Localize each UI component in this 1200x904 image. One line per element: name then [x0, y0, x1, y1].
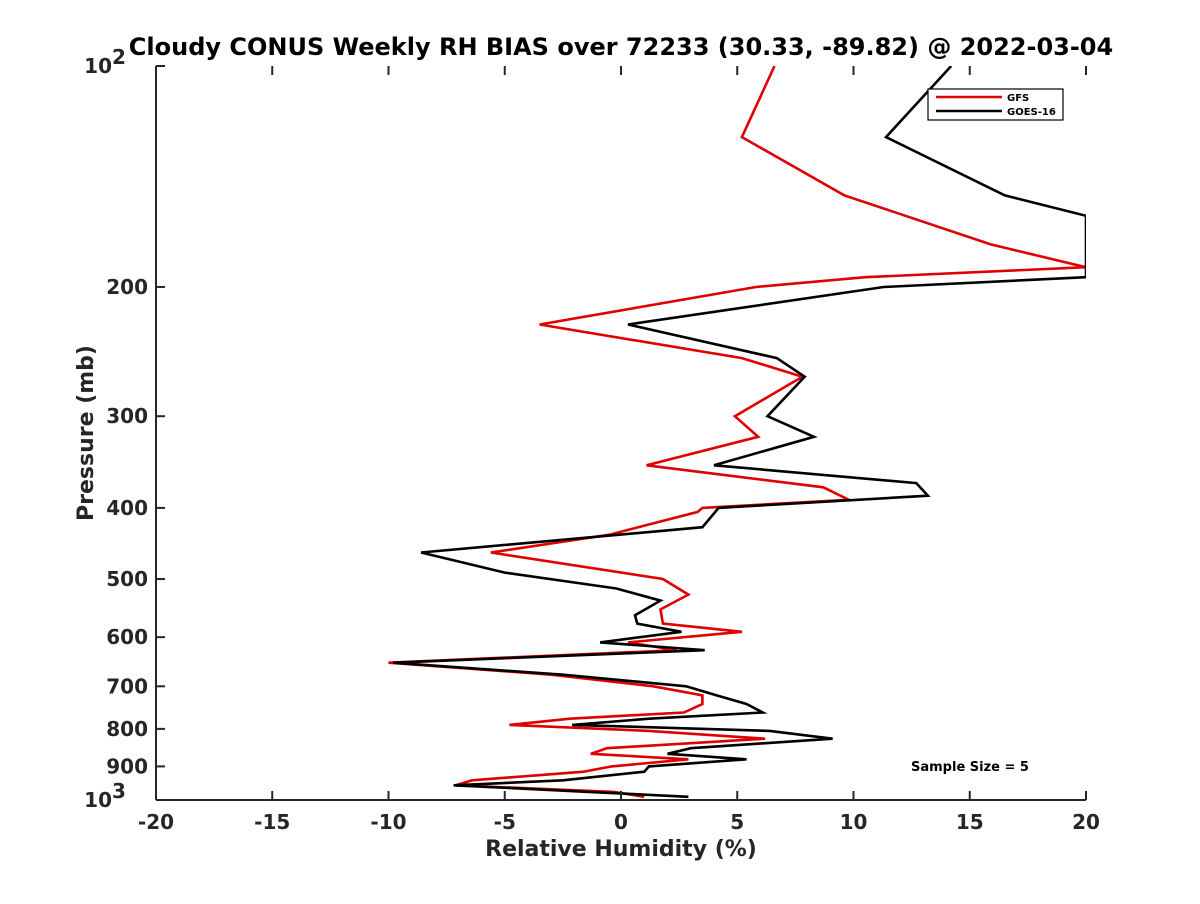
- x-tick-label: -15: [254, 810, 290, 834]
- y-tick-label: 800: [106, 717, 148, 741]
- y-tick-label: 200: [106, 275, 148, 299]
- y-axis-label: Pressure (mb): [74, 345, 99, 521]
- y-tick-label: 900: [106, 754, 148, 778]
- x-axis-label: Relative Humidity (%): [485, 837, 757, 862]
- y-tick-exponent: 2: [112, 45, 126, 69]
- series-line-gfs: [388, 66, 1086, 799]
- y-tick-label: 400: [106, 496, 148, 520]
- series-layer: [388, 66, 1086, 799]
- legend-label-goes16: GOES-16: [1007, 107, 1056, 118]
- legend[interactable]: GFS GOES-16: [927, 88, 1064, 121]
- chart-title: Cloudy CONUS Weekly RH BIAS over 72233 (…: [129, 33, 1113, 61]
- sample-size-annotation: Sample Size = 5: [911, 760, 1029, 775]
- x-ticks: -20 -15 -10 -5 0 5 10 15 20: [138, 66, 1100, 834]
- x-tick-label: 20: [1072, 810, 1100, 834]
- x-tick-label: 5: [730, 810, 744, 834]
- plot-area: [388, 66, 1086, 799]
- x-tick-label: -5: [494, 810, 516, 834]
- x-tick-label: -10: [370, 810, 406, 834]
- y-tick-label: 600: [106, 625, 148, 649]
- series-line-goes16: [393, 66, 1086, 799]
- y-tick-label: 500: [106, 567, 148, 591]
- x-tick-label: 10: [840, 810, 868, 834]
- x-tick-label: 15: [956, 810, 984, 834]
- legend-label-gfs: GFS: [1007, 93, 1029, 104]
- y-tick-label: 10: [84, 54, 112, 78]
- y-tick-label: 10: [84, 788, 112, 812]
- y-tick-exponent: 3: [112, 779, 126, 803]
- x-tick-label: -20: [138, 810, 174, 834]
- x-tick-label: 0: [614, 810, 628, 834]
- y-tick-label: 700: [106, 674, 148, 698]
- y-tick-label: 300: [106, 404, 148, 428]
- legend-box: [927, 88, 1064, 121]
